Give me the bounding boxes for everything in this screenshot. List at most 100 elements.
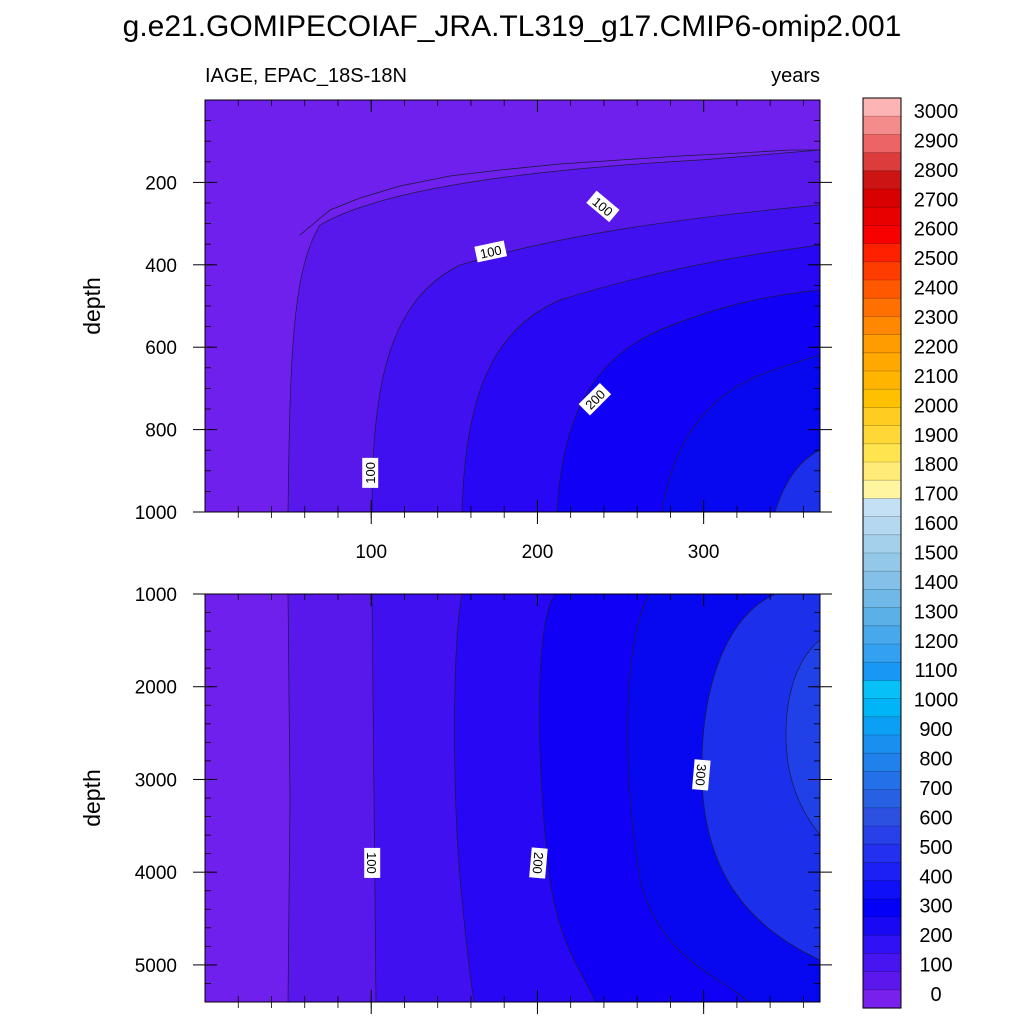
lower-contour-label-text: 300 [692, 763, 709, 786]
colorbar-swatch [863, 716, 901, 736]
colorbar-swatch [863, 116, 901, 135]
colorbar-swatch [863, 170, 901, 190]
upper-panel [205, 100, 820, 512]
colorbar-swatch [863, 443, 901, 463]
colorbar-label: 900 [919, 719, 952, 741]
colorbar-swatch [863, 243, 901, 263]
colorbar-swatch [863, 607, 901, 627]
colorbar-label: 300 [919, 896, 952, 918]
upper-ytick-label: 600 [145, 338, 177, 359]
upper-contour-label: 100 [474, 240, 508, 263]
lower-ytick-label: 5000 [135, 956, 177, 977]
colorbar-swatch [863, 989, 901, 1009]
colorbar-swatch [863, 698, 901, 718]
colorbar-swatch [863, 334, 901, 354]
colorbar-label: 0 [930, 984, 941, 1006]
colorbar-swatch [863, 898, 901, 918]
upper-contour-label-bg [578, 382, 612, 416]
upper-contour-label-bg [362, 457, 379, 488]
colorbar-label: 1600 [914, 513, 959, 535]
upper-contour-label-bg [586, 190, 620, 223]
colorbar-swatch [863, 789, 901, 809]
colorbar-swatch [863, 316, 901, 336]
lower-panel [205, 594, 820, 1002]
colorbar-swatch [863, 98, 901, 117]
lower-band-7 [785, 639, 820, 836]
colorbar-swatch [863, 152, 901, 172]
lower-contour-label-bg [529, 847, 548, 879]
colorbar-label: 1300 [914, 601, 959, 623]
colorbar-swatch [863, 844, 901, 863]
lower-ytick-label: 3000 [135, 770, 177, 791]
colorbar-label: 2000 [914, 395, 959, 417]
colorbar-swatch [863, 971, 901, 991]
colorbar-swatch [863, 516, 901, 536]
colorbar-label: 2900 [914, 130, 959, 152]
colorbar-swatch [863, 534, 901, 554]
upper-ytick-label: 1000 [135, 503, 177, 524]
lower-contour-label: 200 [529, 847, 548, 879]
upper-ytick-label: 200 [145, 173, 177, 194]
colorbar-label: 2600 [914, 219, 959, 241]
colorbar-label: 1900 [914, 425, 959, 447]
lower-contour-label-bg [364, 847, 381, 878]
colorbar-swatch [863, 680, 901, 700]
colorbar-swatch [863, 589, 901, 609]
colorbar-swatch [863, 935, 901, 954]
lower-ytick-label: 4000 [135, 863, 177, 884]
colorbar-swatch [863, 880, 901, 900]
lower-ytick-label: 2000 [135, 678, 177, 699]
colorbar-frame [862, 97, 902, 1009]
lower-axes: 1000 2000 3000 4000 5000 depth [79, 585, 832, 1014]
colorbar-label: 1500 [914, 543, 959, 565]
colorbar-swatch [863, 571, 901, 590]
upper-band-5 [661, 354, 820, 512]
figure-title: g.e21.GOMIPECOIAF_JRA.TL319_g17.CMIP6-om… [123, 10, 902, 43]
colorbar-swatch [863, 807, 901, 827]
colorbar-label: 2500 [914, 248, 959, 270]
upper-xtick-label: 300 [688, 542, 720, 563]
lower-ylabel: depth [79, 769, 105, 827]
colorbar-label: 2200 [914, 336, 959, 358]
colorbar-swatch [863, 298, 901, 317]
colorbar-swatch [863, 917, 901, 936]
colorbar-label: 1700 [914, 484, 959, 506]
colorbar-label: 3000 [914, 101, 959, 123]
colorbar-swatch [863, 207, 901, 226]
colorbar-label: 1400 [914, 572, 959, 594]
colorbar-label: 1000 [914, 690, 959, 712]
lower-contour-label: 300 [692, 759, 711, 791]
upper-axes: 200 400 600 800 1000 100 200 300 depth [79, 99, 832, 563]
upper-contour-label: 100 [362, 457, 379, 488]
lower-ytick-label: 1000 [135, 585, 177, 606]
upper-xtick-label: 100 [355, 542, 387, 563]
colorbar-swatch [863, 189, 901, 208]
upper-contour-label-bg [474, 240, 508, 263]
colorbar-label: 1200 [914, 631, 959, 653]
upper-jagged-line-1 [299, 149, 820, 236]
colorbar-swatch [863, 553, 901, 572]
colorbar-swatch [863, 480, 901, 499]
colorbar-label: 2800 [914, 160, 959, 182]
colorbar-label: 1100 [914, 660, 957, 682]
colorbar-label: 800 [919, 749, 952, 771]
colorbar-swatch [863, 462, 901, 481]
colorbar-label: 200 [919, 925, 952, 947]
colorbar-swatch [863, 771, 901, 791]
colorbar: 3000290028002700260025002400230022002100… [862, 97, 959, 1009]
colorbar-label: 2400 [914, 278, 959, 300]
lower-contour-label-bg [692, 759, 711, 791]
colorbar-label: 2300 [914, 307, 959, 329]
colorbar-label: 400 [919, 866, 952, 888]
lower-contour-label-text: 100 [364, 852, 379, 874]
colorbar-swatch [863, 225, 901, 245]
colorbar-swatch [863, 753, 901, 772]
colorbar-label: 700 [919, 778, 952, 800]
colorbar-swatch [863, 662, 901, 681]
colorbar-label: 2100 [914, 366, 959, 388]
colorbar-label: 2700 [914, 189, 959, 211]
colorbar-swatch [863, 352, 901, 372]
colorbar-label: 1800 [914, 454, 959, 476]
colorbar-label: 100 [919, 955, 952, 977]
colorbar-swatch [863, 953, 901, 973]
